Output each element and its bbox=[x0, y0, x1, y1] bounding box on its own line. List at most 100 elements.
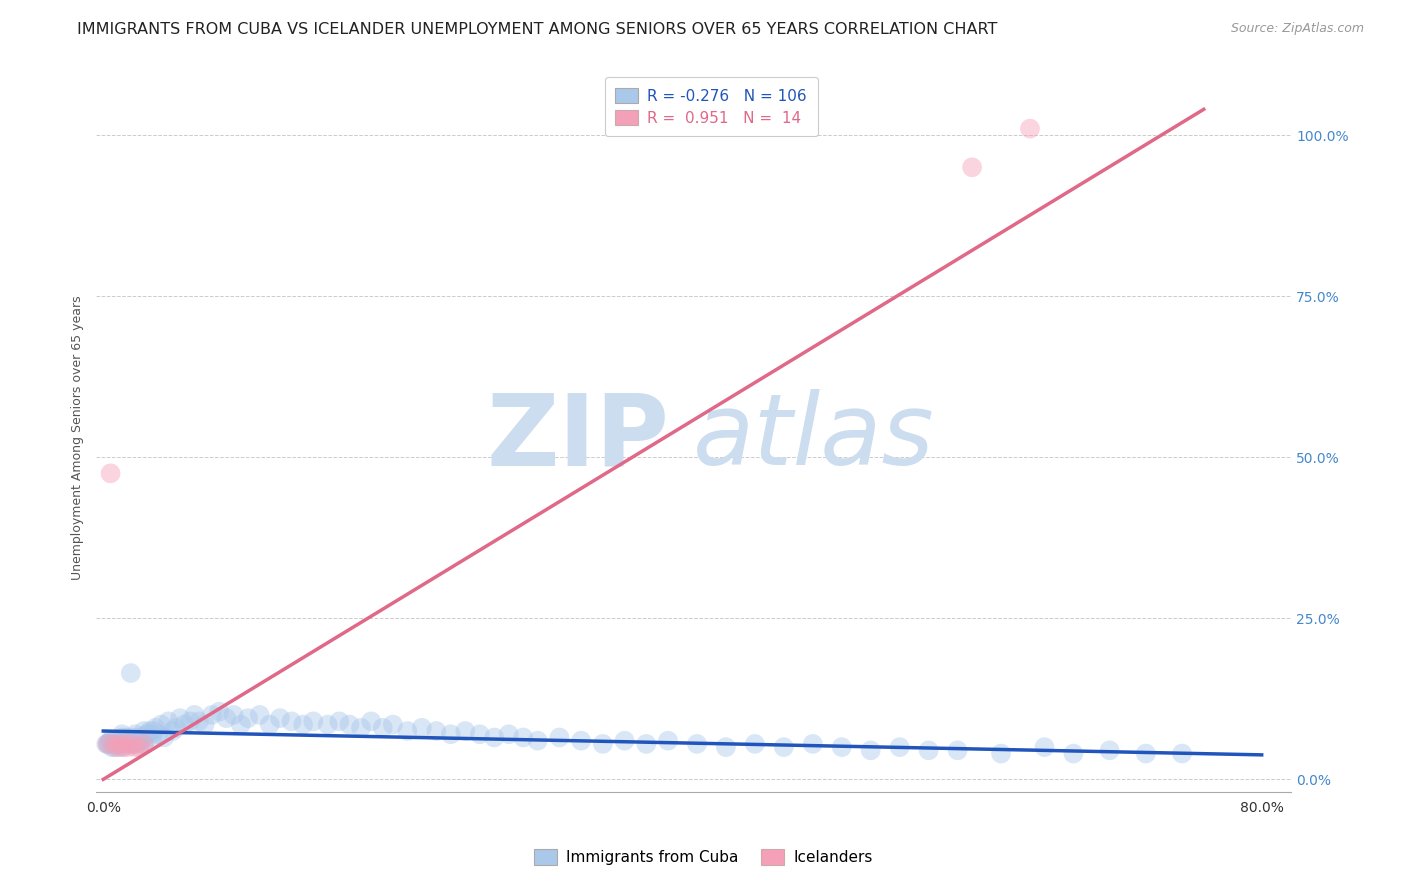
Point bbox=[114, 733, 136, 747]
Point bbox=[135, 727, 157, 741]
Point bbox=[484, 731, 506, 745]
Point bbox=[103, 737, 125, 751]
Point bbox=[104, 733, 127, 747]
Point bbox=[173, 717, 195, 731]
Text: ZIP: ZIP bbox=[486, 390, 669, 486]
Point bbox=[187, 714, 209, 729]
Point bbox=[946, 743, 969, 757]
Point bbox=[201, 707, 224, 722]
Point bbox=[122, 733, 145, 747]
Point bbox=[125, 737, 148, 751]
Point bbox=[143, 724, 166, 739]
Point bbox=[360, 714, 382, 729]
Point bbox=[592, 737, 614, 751]
Point bbox=[411, 721, 433, 735]
Point bbox=[236, 711, 259, 725]
Point bbox=[350, 721, 373, 735]
Point bbox=[131, 731, 153, 745]
Point bbox=[1135, 747, 1157, 761]
Point bbox=[229, 717, 252, 731]
Legend: Immigrants from Cuba, Icelanders: Immigrants from Cuba, Icelanders bbox=[527, 843, 879, 871]
Point bbox=[1098, 743, 1121, 757]
Point bbox=[129, 737, 152, 751]
Point bbox=[100, 733, 122, 747]
Point bbox=[208, 705, 231, 719]
Point bbox=[107, 737, 129, 751]
Point bbox=[990, 747, 1012, 761]
Y-axis label: Unemployment Among Seniors over 65 years: Unemployment Among Seniors over 65 years bbox=[72, 295, 84, 580]
Point bbox=[889, 740, 911, 755]
Point bbox=[162, 724, 184, 739]
Point bbox=[141, 731, 163, 745]
Point bbox=[613, 733, 636, 747]
Point bbox=[1062, 747, 1084, 761]
Point bbox=[114, 737, 136, 751]
Point bbox=[138, 724, 160, 739]
Point bbox=[801, 737, 824, 751]
Point bbox=[259, 717, 281, 731]
Point bbox=[108, 740, 131, 755]
Text: atlas: atlas bbox=[693, 390, 935, 486]
Point bbox=[744, 737, 766, 751]
Point bbox=[111, 740, 134, 755]
Point bbox=[316, 717, 339, 731]
Point bbox=[636, 737, 658, 751]
Point bbox=[111, 731, 134, 745]
Point bbox=[339, 717, 361, 731]
Point bbox=[118, 733, 141, 747]
Point bbox=[153, 731, 176, 745]
Point bbox=[105, 740, 128, 755]
Point bbox=[128, 733, 150, 747]
Point bbox=[280, 714, 302, 729]
Point bbox=[526, 733, 548, 747]
Point bbox=[328, 714, 350, 729]
Point bbox=[105, 737, 128, 751]
Text: IMMIGRANTS FROM CUBA VS ICELANDER UNEMPLOYMENT AMONG SENIORS OVER 65 YEARS CORRE: IMMIGRANTS FROM CUBA VS ICELANDER UNEMPL… bbox=[77, 22, 998, 37]
Point bbox=[132, 724, 155, 739]
Point bbox=[714, 740, 737, 755]
Point bbox=[115, 733, 138, 747]
Point bbox=[120, 737, 142, 751]
Point bbox=[1033, 740, 1056, 755]
Point bbox=[215, 711, 238, 725]
Point bbox=[132, 731, 155, 745]
Point bbox=[468, 727, 491, 741]
Point bbox=[183, 707, 205, 722]
Point bbox=[107, 733, 129, 747]
Point bbox=[686, 737, 709, 751]
Point bbox=[136, 727, 159, 741]
Point bbox=[103, 740, 125, 755]
Point bbox=[302, 714, 325, 729]
Point bbox=[97, 737, 120, 751]
Point bbox=[1019, 121, 1042, 136]
Point bbox=[859, 743, 882, 757]
Point bbox=[103, 737, 125, 751]
Point bbox=[165, 721, 187, 735]
Point bbox=[124, 727, 146, 741]
Point bbox=[569, 733, 592, 747]
Point bbox=[124, 737, 146, 751]
Point bbox=[100, 467, 122, 481]
Point bbox=[512, 731, 534, 745]
Point bbox=[128, 733, 150, 747]
Point bbox=[124, 740, 146, 755]
Point bbox=[371, 721, 394, 735]
Point bbox=[111, 727, 134, 741]
Point bbox=[917, 743, 939, 757]
Point bbox=[98, 737, 121, 751]
Point bbox=[657, 733, 679, 747]
Point bbox=[100, 733, 122, 747]
Point bbox=[121, 731, 143, 745]
Point bbox=[121, 737, 143, 751]
Point bbox=[179, 714, 201, 729]
Point bbox=[772, 740, 794, 755]
Point bbox=[157, 714, 180, 729]
Point bbox=[831, 740, 853, 755]
Point bbox=[498, 727, 520, 741]
Point bbox=[110, 733, 132, 747]
Point bbox=[381, 717, 404, 731]
Point bbox=[96, 737, 118, 751]
Point bbox=[150, 717, 173, 731]
Point bbox=[128, 740, 150, 755]
Point bbox=[440, 727, 463, 741]
